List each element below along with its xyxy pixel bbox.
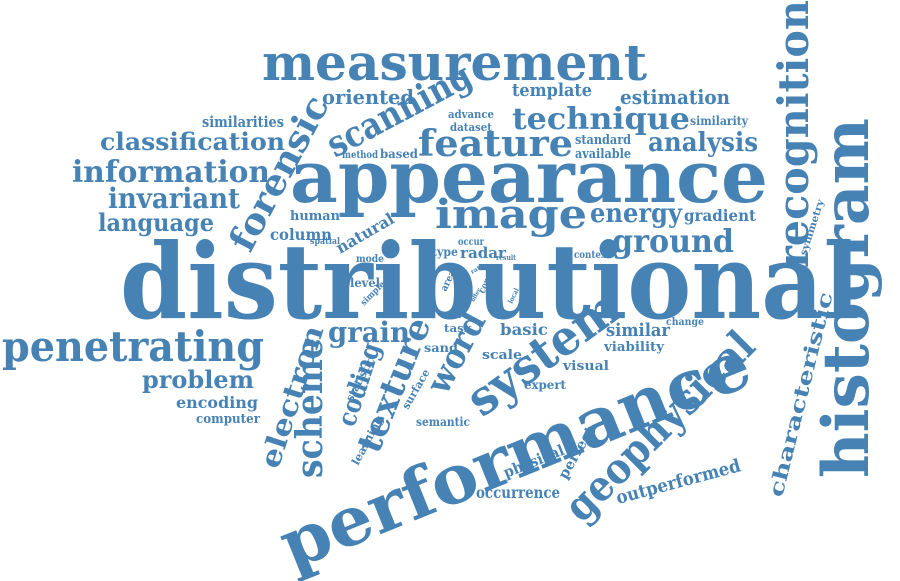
word-distributional: distributional <box>120 220 860 343</box>
word-human: human <box>290 209 341 224</box>
word-oriented: oriented <box>322 85 414 109</box>
word-similar: similar <box>606 320 670 341</box>
word-analysis: analysis <box>648 128 758 158</box>
word-spatial: spatial <box>310 237 341 247</box>
word-image: image <box>435 191 587 238</box>
word-invariant: invariant <box>108 182 240 215</box>
word-feature: feature <box>418 123 573 165</box>
word-language: language <box>98 208 214 237</box>
word-encoding: encoding <box>176 393 258 412</box>
word-level: level <box>350 276 380 290</box>
word-similarities: similarities <box>202 113 284 131</box>
word-radar: radar <box>460 244 507 262</box>
word-scheme: scheme <box>289 338 331 478</box>
word-appearance: appearance <box>290 134 768 219</box>
word-mode: mode <box>356 254 384 265</box>
word-classification: classification <box>100 127 285 156</box>
word-sand: sand <box>424 341 459 355</box>
word-recognition: recognition <box>769 0 818 268</box>
word-measurement: measurement <box>262 33 647 92</box>
word-information: information <box>72 155 270 190</box>
word-ground: ground <box>612 222 734 260</box>
word-based: based <box>380 147 419 161</box>
word-scale: scale <box>482 348 522 363</box>
word-grain: grain <box>328 316 410 349</box>
word-advance: advance <box>448 108 494 121</box>
word-standard: standard <box>575 133 631 148</box>
word-template: template <box>512 80 592 101</box>
word-histogram: histogram <box>809 118 884 478</box>
word-occurrence: occurrence <box>476 483 560 502</box>
word-task: task <box>444 322 472 335</box>
word-occur: occur <box>458 237 485 248</box>
word-computer: computer <box>196 412 260 427</box>
word-type: type <box>432 245 458 259</box>
word-available: available <box>575 147 631 162</box>
word-visual: visual <box>562 359 609 374</box>
word-energy: energy <box>590 199 683 229</box>
word-viability: viability <box>603 340 664 355</box>
word-dataset: dataset <box>450 121 493 134</box>
word-result: result <box>496 253 517 262</box>
word-problem: problem <box>142 365 254 394</box>
word-penetrating: penetrating <box>2 322 264 371</box>
word-expert: expert <box>524 378 566 392</box>
word-similarity: similarity <box>690 114 749 128</box>
word-semantic: semantic <box>416 415 470 429</box>
word-technique: technique <box>512 102 690 137</box>
word-gradient: gradient <box>684 206 757 225</box>
word-context: context <box>574 250 610 261</box>
word-column: column <box>270 225 332 244</box>
word-change: change <box>666 317 704 328</box>
word-basic: basic <box>500 320 548 339</box>
word-estimation: estimation <box>620 85 730 109</box>
word-method: method <box>342 150 378 161</box>
